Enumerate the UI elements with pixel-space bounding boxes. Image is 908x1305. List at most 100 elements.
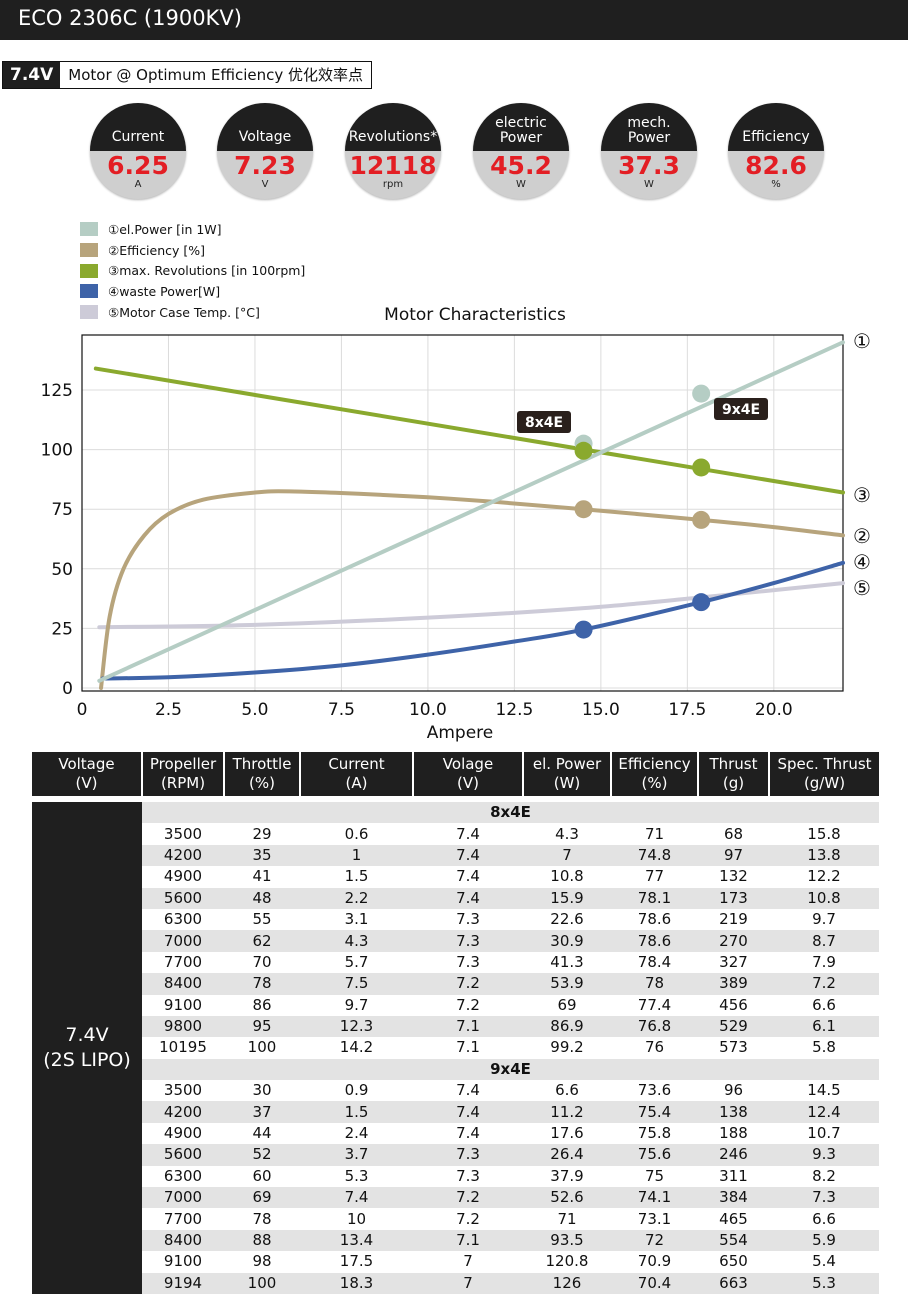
x-tick-label: 20.0 xyxy=(755,700,793,720)
table-cell: 5.8 xyxy=(769,1037,879,1059)
table-cell: 9194 xyxy=(142,1272,224,1294)
x-tick-label: 0 xyxy=(77,700,88,720)
table-row: 6300 55 3.1 7.3 22.6 78.6 219 9.7 xyxy=(32,908,879,931)
data-point xyxy=(574,441,593,460)
table-cell: 78.6 xyxy=(611,908,698,931)
table-cell: 76.8 xyxy=(611,1015,698,1038)
table-row: 9194 100 18.3 7 126 70.4 663 5.3 xyxy=(32,1272,879,1294)
column-header: Voltage (V) xyxy=(32,752,142,796)
stat-value: 82.6 xyxy=(745,151,807,180)
table-cell: 7.3 xyxy=(769,1187,879,1209)
table-cell: 327 xyxy=(698,951,769,974)
table-row: 7700 70 5.7 7.3 41.3 78.4 327 7.9 xyxy=(32,951,879,974)
table-row: 7000 69 7.4 7.2 52.6 74.1 384 7.3 xyxy=(32,1187,879,1209)
table-cell: 7000 xyxy=(142,930,224,952)
table-cell: 6.6 xyxy=(769,994,879,1016)
x-axis-label: Ampere xyxy=(427,723,494,743)
column-header: Throttle (%) xyxy=(223,752,300,796)
table-cell: 7.4 xyxy=(413,823,523,845)
table-cell: 5.3 xyxy=(300,1165,413,1188)
table-cell: 3500 xyxy=(142,1080,224,1102)
chart-legend: ①el.Power [in 1W] ②Efficiency [%] ③max. Re… xyxy=(80,219,305,322)
table-cell: 188 xyxy=(698,1122,769,1145)
table-cell: 6300 xyxy=(142,1165,224,1188)
table-cell: 138 xyxy=(698,1101,769,1123)
y-tick-label: 50 xyxy=(51,560,73,580)
table-cell: 4.3 xyxy=(523,823,611,845)
series-end-label: ③ xyxy=(853,483,871,507)
table-cell: 14.2 xyxy=(300,1037,413,1059)
table-cell: 9.7 xyxy=(300,994,413,1016)
table-cell: 11.2 xyxy=(523,1101,611,1123)
table-cell: 4200 xyxy=(142,844,224,867)
x-tick-label: 5.0 xyxy=(241,700,268,720)
table-cell: 62 xyxy=(224,930,300,952)
table-cell: 37 xyxy=(224,1101,300,1123)
table-cell: 7.2 xyxy=(413,1208,523,1230)
table-cell: 75.4 xyxy=(611,1101,698,1123)
table-cell: 2.2 xyxy=(300,887,413,909)
group-name: 8x4E xyxy=(142,802,879,824)
table-cell: 7.1 xyxy=(413,1015,523,1038)
table-cell: 7.2 xyxy=(413,1187,523,1209)
table-cell: 12.3 xyxy=(300,1015,413,1038)
marker-label-bg xyxy=(517,411,571,433)
legend-swatch xyxy=(80,284,98,299)
table-row: 8400 78 7.5 7.2 53.9 78 389 7.2 xyxy=(32,973,879,995)
series-end-label: ④ xyxy=(853,550,871,574)
table-cell: 8.7 xyxy=(769,930,879,952)
series-end-label: ⑤ xyxy=(853,576,871,600)
table-cell: 68 xyxy=(698,823,769,845)
table-row: 3500 29 0.6 7.4 4.3 71 68 15.8 xyxy=(32,823,879,845)
table-cell: 9100 xyxy=(142,1251,224,1273)
table-cell: 6.6 xyxy=(769,1208,879,1230)
table-cell: 78 xyxy=(611,973,698,995)
series-line xyxy=(99,489,845,690)
table-cell: 73.6 xyxy=(611,1080,698,1102)
table-cell: 554 xyxy=(698,1229,769,1252)
table-cell: 7.3 xyxy=(413,908,523,931)
table-cell: 3.1 xyxy=(300,908,413,931)
performance-table: Voltage (V) Propeller (RPM) Throttle (%) Curre… xyxy=(32,752,879,1294)
table-cell: 100 xyxy=(224,1272,300,1294)
table-cell: 75.8 xyxy=(611,1122,698,1145)
page-title: ECO 2306C (1900KV) xyxy=(18,6,242,30)
table-cell: 7.3 xyxy=(413,930,523,952)
stat-value: 6.25 xyxy=(107,151,169,180)
table-row: 4200 37 1.5 7.4 11.2 75.4 138 12.4 xyxy=(32,1101,879,1123)
table-cell: 7700 xyxy=(142,1208,224,1230)
series-line xyxy=(97,581,845,630)
stat-label: Voltage xyxy=(238,129,292,145)
table-cell: 270 xyxy=(698,930,769,952)
marker-label: 8x4E xyxy=(525,415,563,431)
table-cell: 78.1 xyxy=(611,887,698,909)
x-tick-label: 10.0 xyxy=(409,700,447,720)
stat-unit: A xyxy=(134,179,142,190)
table-cell: 71 xyxy=(611,823,698,845)
data-point xyxy=(692,510,711,529)
marker-label: 9x4E xyxy=(722,402,760,418)
title-bar: ECO 2306C (1900KV) xyxy=(0,0,908,40)
table-cell: 173 xyxy=(698,887,769,909)
table-row: 4200 35 1 7.4 7 74.8 97 13.8 xyxy=(32,844,879,867)
table-row: 4900 41 1.5 7.4 10.8 77 132 12.2 xyxy=(32,866,879,888)
table-row: 9100 86 9.7 7.2 69 77.4 456 6.6 xyxy=(32,994,879,1016)
column-header: Volage (V) xyxy=(412,752,523,796)
table-cell: 311 xyxy=(698,1165,769,1188)
table-cell: 75.6 xyxy=(611,1144,698,1166)
table-row: 7700 78 10 7.2 71 73.1 465 6.6 xyxy=(32,1208,879,1230)
table-row: 8400 88 13.4 7.1 93.5 72 554 5.9 xyxy=(32,1229,879,1252)
table-cell: 95 xyxy=(224,1015,300,1038)
y-tick-label: 0 xyxy=(62,679,73,699)
table-cell: 52 xyxy=(224,1144,300,1166)
table-row: 5600 52 3.7 7.3 26.4 75.6 246 9.3 xyxy=(32,1144,879,1166)
table-cell: 12.2 xyxy=(769,866,879,888)
table-cell: 7.4 xyxy=(300,1187,413,1209)
table-cell: 132 xyxy=(698,866,769,888)
table-cell: 2.4 xyxy=(300,1122,413,1145)
column-header: Propeller (RPM) xyxy=(141,752,224,796)
table-cell: 26.4 xyxy=(523,1144,611,1166)
table-cell: 5.7 xyxy=(300,951,413,974)
table-cell: 1.5 xyxy=(300,866,413,888)
voltage-cell: 7.4V (2S LIPO) xyxy=(32,802,142,1294)
